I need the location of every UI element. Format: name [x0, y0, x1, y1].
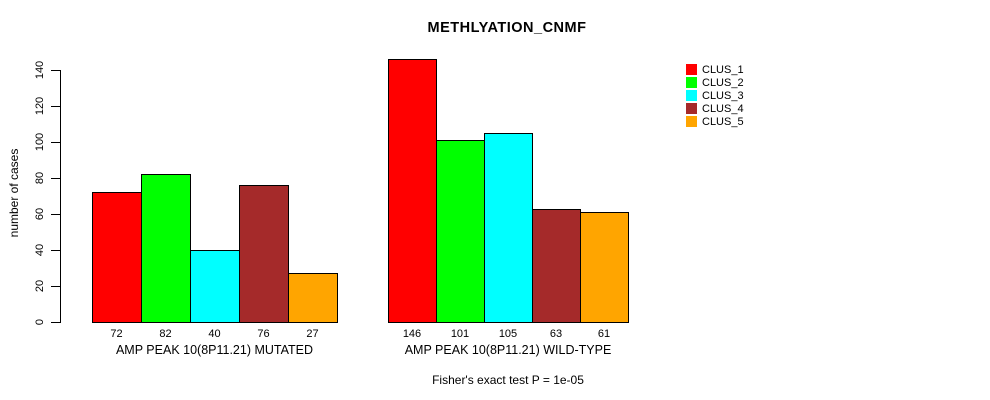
- y-tick: [51, 250, 60, 251]
- bar-clus_1-group1: [92, 192, 142, 323]
- y-tick-label: 20: [34, 279, 46, 293]
- bar-clus_4-group2: [532, 209, 581, 323]
- legend-label: CLUS_3: [702, 89, 744, 102]
- bar-value-label: 105: [498, 328, 518, 340]
- bar-clus_5-group1: [288, 273, 338, 323]
- y-tick: [51, 286, 60, 287]
- y-tick-label: 40: [34, 243, 46, 257]
- bar-value-label: 101: [450, 328, 470, 340]
- y-tick-label: 140: [34, 60, 46, 80]
- legend-swatch-clus_3: [686, 90, 697, 101]
- y-tick: [51, 142, 60, 143]
- legend-item-clus_4: CLUS_4: [686, 102, 744, 115]
- y-tick-label: 120: [34, 96, 46, 116]
- y-tick: [51, 178, 60, 179]
- bar-clus_2-group2: [436, 140, 485, 323]
- bar-clus_4-group1: [239, 185, 289, 323]
- bar-value-label: 82: [159, 328, 172, 340]
- legend-label: CLUS_1: [702, 63, 744, 76]
- bar-value-label: 76: [257, 328, 270, 340]
- group-label: AMP PEAK 10(8P11.21) MUTATED: [115, 343, 314, 357]
- y-axis-line: [60, 70, 61, 323]
- legend-item-clus_3: CLUS_3: [686, 89, 744, 102]
- legend-item-clus_1: CLUS_1: [686, 63, 744, 76]
- bar-value-label: 72: [110, 328, 123, 340]
- legend-swatch-clus_2: [686, 77, 697, 88]
- y-tick: [51, 70, 60, 71]
- legend: CLUS_1 CLUS_2 CLUS_3 CLUS_4 CLUS_5: [686, 63, 744, 128]
- legend-swatch-clus_4: [686, 103, 697, 114]
- bar-value-label: 27: [306, 328, 319, 340]
- y-axis-label: number of cases: [7, 148, 21, 238]
- group-label: AMP PEAK 10(8P11.21) WILD-TYPE: [404, 343, 612, 357]
- bar-clus_5-group2: [580, 212, 629, 323]
- y-tick-label: 0: [34, 318, 46, 326]
- bar-value-label: 61: [597, 328, 611, 340]
- legend-label: CLUS_4: [702, 102, 744, 115]
- legend-item-clus_2: CLUS_2: [686, 76, 744, 89]
- legend-item-clus_5: CLUS_5: [686, 115, 744, 128]
- bar-clus_2-group1: [141, 174, 191, 323]
- y-tick: [51, 214, 60, 215]
- legend-label: CLUS_5: [702, 115, 744, 128]
- bar-value-label: 63: [549, 328, 563, 340]
- y-tick: [51, 322, 60, 323]
- y-tick: [51, 106, 60, 107]
- y-tick-label: 60: [34, 207, 46, 221]
- bar-clus_3-group2: [484, 133, 533, 323]
- y-tick-label: 100: [34, 132, 46, 152]
- legend-label: CLUS_2: [702, 76, 744, 89]
- legend-swatch-clus_5: [686, 116, 697, 127]
- y-tick-label: 80: [34, 171, 46, 185]
- chart-title: METHLYATION_CNMF: [427, 20, 587, 36]
- footnote: Fisher's exact test P = 1e-05: [432, 373, 584, 387]
- bar-value-label: 40: [208, 328, 221, 340]
- legend-swatch-clus_1: [686, 64, 697, 75]
- bar-clus_3-group1: [190, 250, 240, 323]
- bar-clus_1-group2: [388, 59, 437, 323]
- bar-value-label: 146: [402, 328, 422, 340]
